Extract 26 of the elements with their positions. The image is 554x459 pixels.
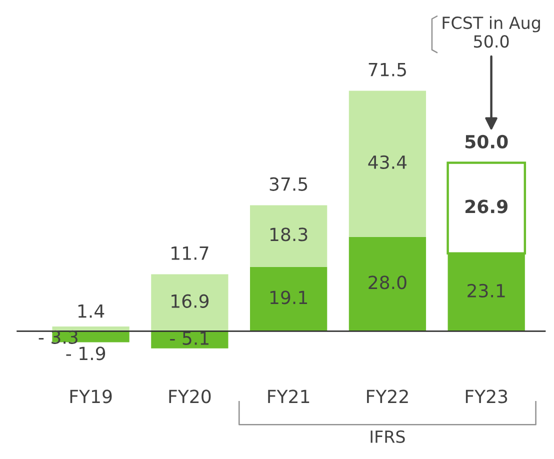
data-label: 26.9 [466, 200, 508, 214]
data-label: 23.1 [468, 284, 505, 298]
data-label: 16.9 [172, 294, 209, 308]
total-label: - 1.9 [66, 346, 106, 360]
bar [348, 236, 426, 332]
x-tick-label: FY22 [367, 390, 408, 404]
total-label: 71.5 [368, 63, 406, 76]
total-label: 11.7 [172, 246, 208, 260]
data-label: 43.4 [368, 155, 407, 170]
x-tick-label: FY20 [169, 390, 211, 404]
x-tick-label: FY21 [268, 390, 310, 404]
data-label: - 5.1 [170, 332, 208, 345]
text: FCST in Aug 50.0 [442, 16, 540, 48]
data-label: 28.0 [368, 276, 406, 290]
data-label: 18.3 [270, 228, 308, 242]
total-label: 37.5 [270, 177, 308, 191]
bar [250, 266, 328, 332]
x-tick-label: FY19 [70, 390, 112, 404]
total-label: 50.0 [465, 134, 508, 149]
bar [250, 205, 328, 267]
bar [151, 274, 228, 332]
x-tick-label: FY23 [466, 390, 508, 404]
data-label: 1.4 [78, 304, 104, 318]
text: IFRS [370, 430, 405, 443]
data-label: 19.1 [270, 290, 308, 304]
bar [348, 90, 426, 237]
